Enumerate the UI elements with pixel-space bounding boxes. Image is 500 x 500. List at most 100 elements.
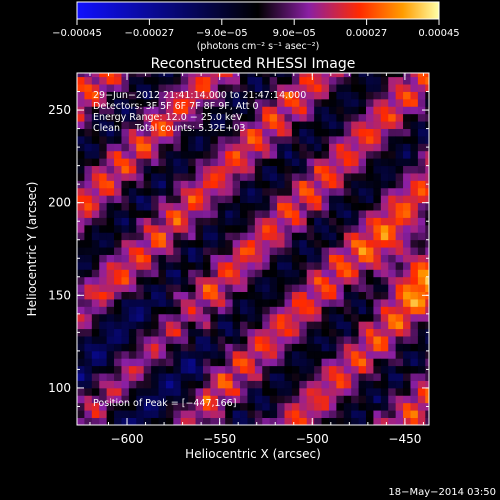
heatmap-cell (77, 261, 85, 270)
heatmap-cell (262, 113, 271, 122)
heatmap-cell (232, 380, 241, 389)
heatmap-cell (121, 328, 130, 337)
heatmap-cell (151, 239, 159, 248)
heatmap-cell (254, 210, 263, 218)
heatmap-cell (395, 224, 404, 233)
heatmap-cell (106, 210, 115, 218)
heatmap-cell (358, 410, 367, 418)
heatmap-cell (84, 210, 93, 218)
heatmap-cell (173, 299, 182, 307)
heatmap-cell (165, 113, 174, 122)
heatmap-cell (388, 113, 397, 122)
heatmap-cell (262, 254, 271, 263)
heatmap-cell (291, 173, 300, 181)
heatmap-cell (380, 313, 389, 322)
heatmap-cell (173, 269, 182, 278)
heatmap-cell (232, 128, 241, 137)
heatmap-cell (395, 336, 404, 344)
heatmap-cell (321, 202, 330, 211)
heatmap-cell (128, 84, 137, 92)
heatmap-cell (388, 336, 397, 344)
heatmap-cell (158, 291, 167, 300)
heatmap-cell (373, 232, 382, 241)
heatmap-cell (351, 187, 359, 196)
heatmap-cell (336, 269, 345, 278)
heatmap-cell (306, 276, 315, 285)
heatmap-image (77, 73, 429, 425)
heatmap-cell (217, 180, 226, 189)
heatmap-cell (165, 128, 174, 137)
heatmap-cell (128, 180, 137, 189)
heatmap-cell (284, 217, 293, 226)
heatmap-cell (247, 135, 256, 144)
heatmap-cell (158, 299, 167, 307)
heatmap-cell (410, 158, 419, 167)
heatmap-cell (314, 247, 322, 255)
heatmap-cell (299, 202, 308, 211)
heatmap-cell (269, 180, 278, 189)
heatmap-cell (262, 247, 271, 255)
heatmap-cell (202, 343, 211, 352)
heatmap-cell (143, 217, 152, 226)
heatmap-cell (173, 128, 182, 137)
heatmap-cell (151, 291, 159, 300)
heatmap-cell (306, 299, 315, 307)
heatmap-cell (358, 202, 367, 211)
heatmap-cell (358, 336, 367, 344)
heatmap-cell (291, 380, 300, 389)
heatmap-cell (136, 195, 145, 204)
heatmap-cell (351, 380, 359, 389)
heatmap-cell (158, 195, 167, 204)
heatmap-cell (91, 276, 100, 285)
heatmap-cell (306, 106, 315, 115)
heatmap-cell (291, 91, 300, 100)
heatmap-cell (114, 195, 122, 204)
heatmap-cell (328, 202, 337, 211)
heatmap-cell (217, 350, 226, 359)
heatmap-cell (136, 202, 145, 211)
heatmap-cell (395, 313, 404, 322)
heatmap-cell (165, 76, 174, 85)
heatmap-cell (240, 299, 248, 307)
heatmap-cell (284, 202, 293, 211)
heatmap-cell (277, 121, 285, 129)
heatmap-cell (202, 106, 211, 115)
heatmap-cell (114, 321, 122, 330)
heatmap-cell (425, 165, 429, 174)
heatmap-cell (173, 217, 182, 226)
heatmap-cell (128, 313, 137, 322)
heatmap-cell (366, 202, 374, 211)
heatmap-cell (173, 202, 182, 211)
heatmap-cell (336, 106, 345, 115)
heatmap-cell (128, 276, 137, 285)
heatmap-cell (128, 173, 137, 181)
heatmap-cell (225, 321, 234, 330)
heatmap-cell (128, 73, 137, 78)
heatmap-cell (284, 91, 293, 100)
heatmap-cell (217, 143, 226, 152)
heatmap-cell (277, 143, 285, 152)
heatmap-cell (165, 269, 174, 278)
heatmap-cell (425, 417, 429, 425)
heatmap-cell (343, 195, 352, 204)
heatmap-cell (328, 336, 337, 344)
heatmap-cell (269, 417, 278, 425)
annotation-detectors: Detectors: 3F 5F 6F 7F 8F 9F, Att 0 (93, 101, 259, 112)
heatmap-cell (358, 402, 367, 411)
heatmap-cell (114, 328, 122, 337)
heatmap-cell (358, 224, 367, 233)
heatmap-cell (306, 350, 315, 359)
heatmap-cell (240, 284, 248, 293)
heatmap-cell (254, 321, 263, 330)
heatmap-cell (143, 410, 152, 418)
heatmap-cell (395, 387, 404, 396)
heatmap-cell (121, 321, 130, 330)
heatmap-cell (321, 158, 330, 167)
heatmap-cell (84, 373, 93, 381)
heatmap-cell (106, 98, 115, 107)
heatmap-cell (388, 128, 397, 137)
heatmap-cell (158, 358, 167, 367)
heatmap-cell (173, 232, 182, 241)
heatmap-cell (403, 269, 411, 278)
heatmap-cell (269, 98, 278, 107)
